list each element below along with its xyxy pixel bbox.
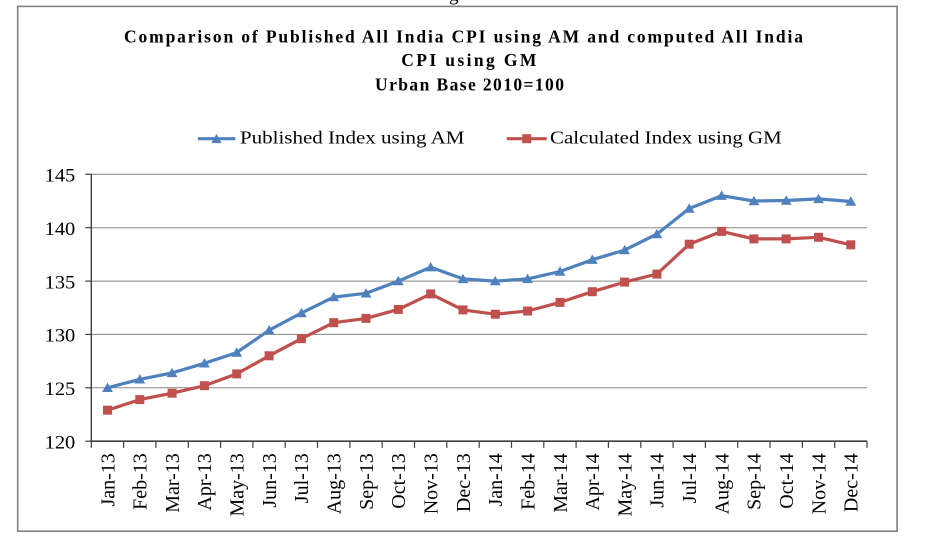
- svg-text:135: 135: [45, 272, 76, 293]
- svg-text:Comparison of Published All In: Comparison of Published All India CPI us…: [124, 27, 803, 47]
- svg-text:Dec-13: Dec-13: [453, 453, 475, 512]
- svg-text:120: 120: [45, 432, 76, 453]
- svg-text:Published Index using AM: Published Index using AM: [240, 127, 464, 147]
- svg-text:Oct-14: Oct-14: [776, 453, 798, 509]
- svg-text:Sep-14: Sep-14: [744, 453, 766, 510]
- svg-text:Nov-14: Nov-14: [808, 453, 830, 514]
- svg-text:Jul-14: Jul-14: [679, 453, 701, 503]
- svg-text:Oct-13: Oct-13: [388, 453, 410, 509]
- svg-text:Feb-14: Feb-14: [517, 453, 539, 510]
- svg-text:125: 125: [45, 379, 76, 400]
- svg-text:Urban Base 2010=100: Urban Base 2010=100: [375, 75, 564, 95]
- svg-text:CPI using GM: CPI using GM: [401, 50, 537, 70]
- svg-text:Jun-14: Jun-14: [647, 453, 669, 507]
- svg-text:Aug-14: Aug-14: [711, 453, 733, 514]
- svg-text:Jan-14: Jan-14: [485, 453, 507, 506]
- svg-text:Feb-13: Feb-13: [130, 453, 152, 510]
- svg-text:Dec-14: Dec-14: [841, 453, 863, 512]
- svg-text:Jan-13: Jan-13: [97, 453, 119, 506]
- svg-text:140: 140: [45, 219, 76, 240]
- svg-text:May-14: May-14: [614, 453, 636, 516]
- svg-text:g: g: [449, 0, 459, 6]
- svg-text:Calculated Index using GM: Calculated Index using GM: [550, 127, 782, 147]
- svg-text:130: 130: [45, 326, 76, 347]
- svg-text:Mar-14: Mar-14: [550, 453, 572, 513]
- svg-text:Jun-13: Jun-13: [259, 453, 281, 507]
- svg-text:Nov-13: Nov-13: [421, 453, 443, 514]
- svg-text:145: 145: [45, 166, 76, 187]
- svg-text:Jul-13: Jul-13: [291, 453, 313, 503]
- svg-text:Mar-13: Mar-13: [162, 453, 184, 513]
- svg-text:May-13: May-13: [227, 453, 249, 516]
- svg-text:Apr-13: Apr-13: [194, 453, 216, 510]
- svg-text:Sep-13: Sep-13: [356, 453, 378, 510]
- svg-text:Apr-14: Apr-14: [582, 453, 604, 510]
- svg-text:Aug-13: Aug-13: [324, 453, 346, 514]
